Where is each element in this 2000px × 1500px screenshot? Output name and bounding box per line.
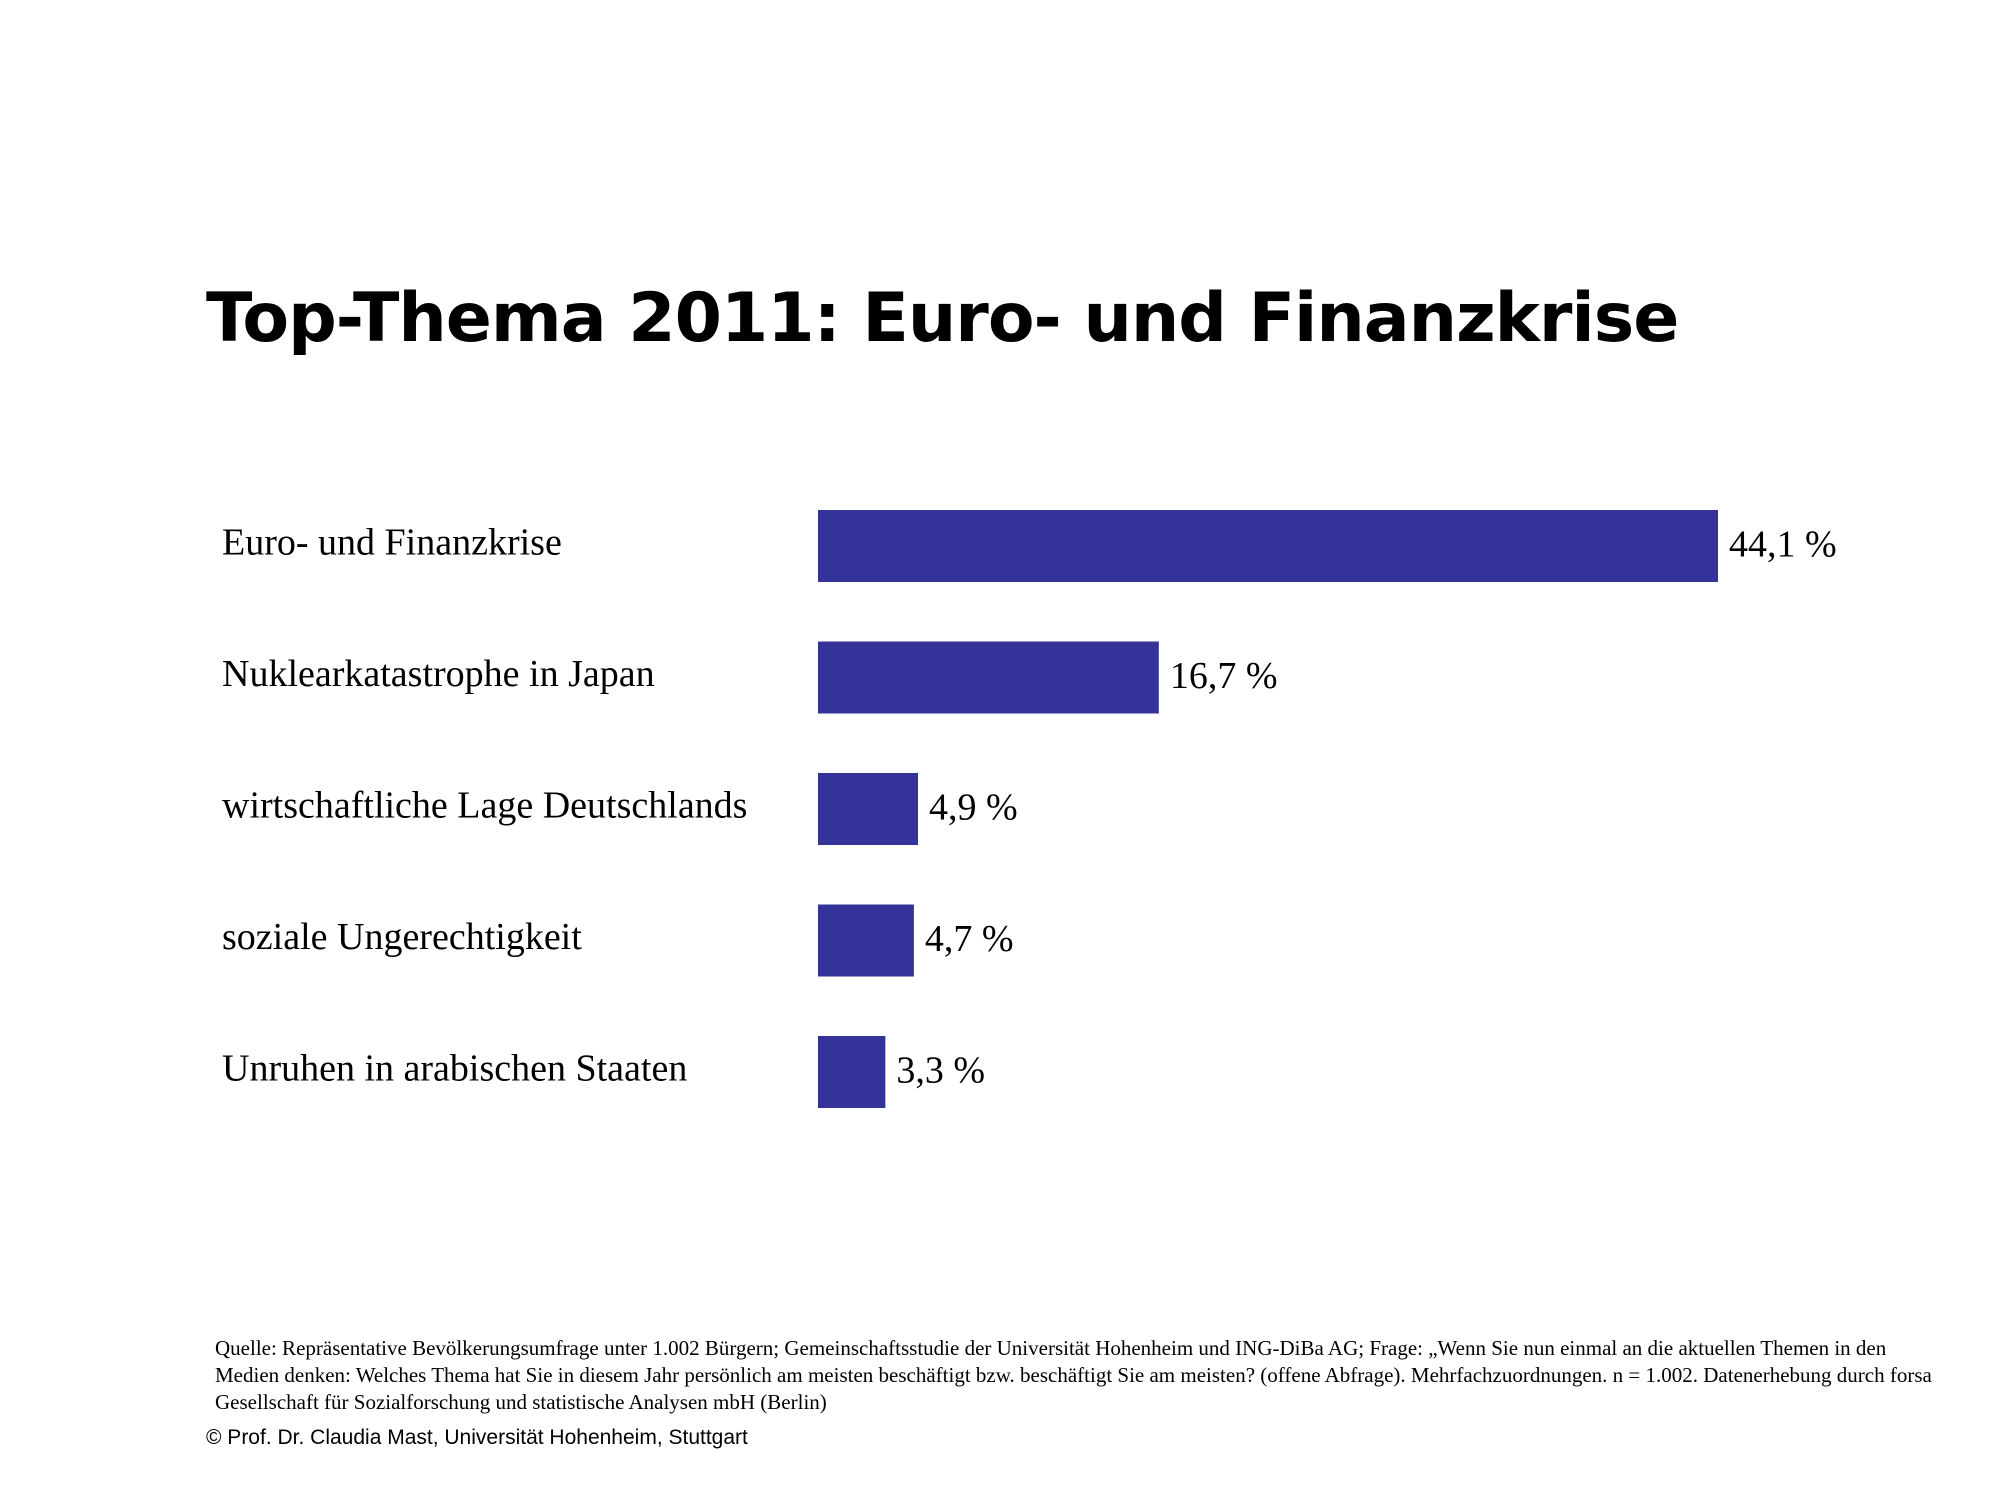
- value-label: 4,9 %: [929, 787, 1018, 829]
- value-label: 3,3 %: [896, 1050, 985, 1092]
- value-label: 16,7 %: [1170, 655, 1278, 697]
- chart-title: Top-Thema 2011: Euro- und Finanzkrise: [206, 279, 1679, 358]
- category-label: wirtschaftliche Lage Deutschlands: [222, 785, 747, 827]
- bar: [818, 1036, 886, 1108]
- category-label: soziale Ungerechtigkeit: [222, 916, 582, 958]
- bar: [818, 773, 918, 845]
- bar: [818, 510, 1718, 582]
- bar: [818, 641, 1159, 714]
- value-label: 4,7 %: [925, 918, 1014, 960]
- source-note: Quelle: Repräsentative Bevölkerungsumfra…: [215, 1336, 1932, 1414]
- category-label: Euro- und Finanzkrise: [222, 522, 562, 564]
- category-label: Nuklearkatastrophe in Japan: [222, 653, 655, 695]
- category-label: Unruhen in arabischen Staaten: [222, 1048, 687, 1090]
- value-label: 44,1 %: [1729, 524, 1837, 566]
- copyright-note: © Prof. Dr. Claudia Mast, Universität Ho…: [206, 1426, 748, 1449]
- bar: [818, 904, 914, 977]
